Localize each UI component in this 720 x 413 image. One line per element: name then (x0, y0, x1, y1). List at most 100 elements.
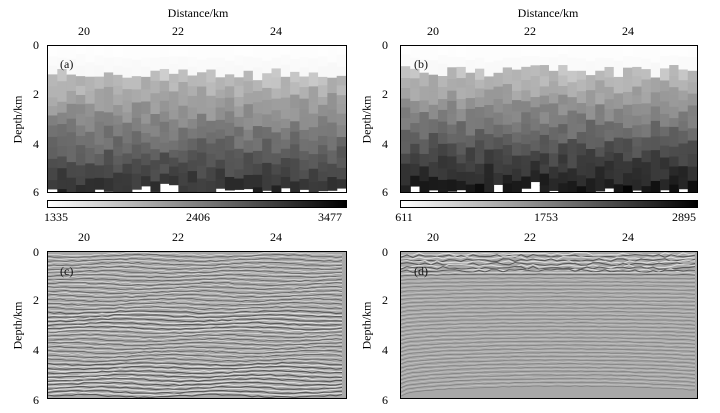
velocity-cell (401, 185, 411, 192)
seismic-reflector (401, 286, 696, 291)
velocity-cell (623, 67, 633, 80)
velocity-cell (678, 90, 689, 101)
velocity-cell (178, 172, 189, 187)
velocity-cell (169, 100, 179, 111)
velocity-cell (484, 163, 495, 180)
velocity-cell (318, 104, 328, 117)
velocity-cell (271, 46, 282, 59)
velocity-cell (122, 153, 133, 165)
seismic-reflector (401, 370, 696, 380)
velocity-cell (502, 134, 513, 146)
velocity-cell (549, 127, 559, 141)
velocity-cell (650, 62, 661, 79)
velocity-cell (456, 171, 467, 182)
velocity-cell (521, 155, 532, 166)
velocity-cell (530, 160, 541, 172)
velocity-cell (549, 139, 559, 155)
velocity-cell (502, 155, 513, 166)
velocity-cell (428, 148, 439, 163)
velocity-cell (641, 69, 652, 81)
panel-b-velocity-image (401, 46, 697, 192)
seismic-reflector (401, 294, 696, 298)
panel-b-xtick-22: 22 (524, 24, 536, 38)
velocity-cell (530, 170, 541, 183)
velocity-cell (103, 137, 114, 151)
seismic-reflector (401, 327, 696, 335)
velocity-cell (113, 146, 124, 157)
velocity-cell (428, 74, 439, 92)
velocity-cell (475, 46, 485, 59)
velocity-cell (669, 175, 680, 186)
velocity-cell (318, 125, 328, 137)
velocity-cell (48, 65, 58, 75)
velocity-cell (122, 143, 133, 155)
velocity-cell (586, 106, 596, 121)
seismic-reflector (48, 383, 343, 389)
velocity-cell (410, 175, 421, 187)
velocity-cell (94, 101, 105, 112)
velocity-cell (632, 104, 643, 117)
seismic-reflector (48, 274, 343, 278)
velocity-cell (410, 132, 421, 145)
velocity-cell (493, 86, 504, 100)
velocity-cell (252, 187, 263, 192)
velocity-cell (308, 168, 319, 183)
velocity-cell (336, 66, 346, 77)
seismic-reflector (48, 307, 343, 312)
seismic-reflector (401, 344, 696, 353)
velocity-cell (197, 46, 207, 61)
velocity-cell (410, 88, 421, 102)
seismic-reflector (48, 381, 343, 387)
velocity-cell (290, 94, 301, 109)
seismic-reflector (401, 368, 696, 378)
velocity-cell (530, 87, 541, 98)
seismic-reflector (48, 292, 343, 297)
panel-a-plot: (a) (47, 45, 347, 193)
velocity-cell (131, 102, 142, 119)
velocity-cell (530, 140, 541, 152)
panel-d-ytick-2: 2 (382, 293, 388, 307)
velocity-cell (521, 176, 532, 189)
velocity-cell (113, 56, 124, 67)
velocity-cell (169, 73, 179, 84)
seismic-reflector (401, 323, 696, 331)
panel-c-ytick-2: 2 (33, 293, 39, 307)
velocity-cell (586, 61, 596, 76)
velocity-cell (521, 80, 532, 91)
panel-b-xlabel: Distance/km (517, 6, 579, 20)
velocity-cell (318, 162, 328, 173)
velocity-cell (576, 46, 587, 60)
velocity-cell (632, 86, 643, 97)
velocity-cell (290, 71, 301, 83)
velocity-cell (549, 57, 559, 72)
velocity-cell (141, 57, 152, 68)
velocity-cell (103, 46, 114, 59)
velocity-cell (660, 179, 670, 191)
velocity-cell (318, 116, 328, 127)
seismic-reflector (48, 377, 343, 383)
seismic-reflector (401, 320, 696, 327)
velocity-cell (465, 171, 476, 186)
velocity-cell (243, 81, 254, 94)
velocity-cell (57, 92, 68, 103)
velocity-cell (484, 149, 495, 165)
seismic-reflector (48, 341, 343, 347)
velocity-cell (447, 133, 458, 145)
velocity-cell (57, 156, 68, 169)
velocity-cell (438, 109, 448, 123)
velocity-cell (215, 77, 226, 91)
velocity-cell (484, 117, 495, 135)
velocity-cell (604, 66, 615, 78)
velocity-cell (271, 174, 282, 187)
velocity-cell (280, 176, 291, 189)
velocity-cell (447, 156, 458, 171)
velocity-cell (215, 107, 226, 121)
velocity-cell (94, 154, 105, 167)
velocity-cell (567, 124, 578, 140)
seismic-reflector (401, 361, 696, 371)
velocity-cell (318, 66, 328, 78)
seismic-reflector (401, 351, 696, 361)
velocity-cell (75, 53, 86, 67)
velocity-cell (299, 109, 310, 119)
velocity-cell (169, 119, 179, 131)
